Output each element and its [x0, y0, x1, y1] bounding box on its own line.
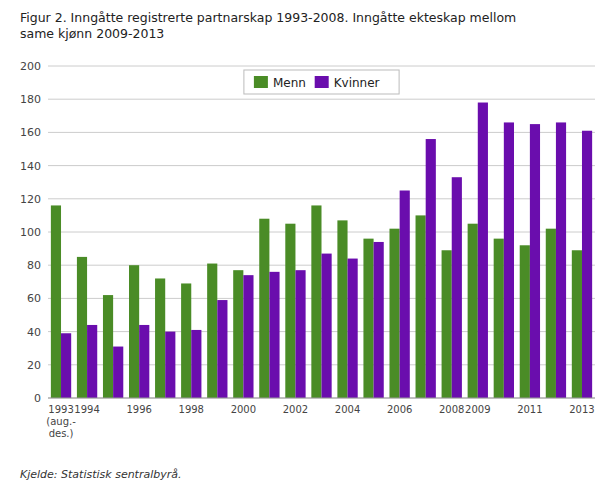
x-tick-label: 2011: [517, 404, 542, 415]
x-tick-label: 2013: [569, 404, 594, 415]
bar: [504, 122, 514, 398]
y-tick-label: 140: [20, 160, 41, 173]
bar: [363, 239, 373, 398]
y-tick-label: 60: [27, 292, 41, 305]
y-tick-label: 20: [27, 359, 41, 372]
x-axis-line: [48, 398, 595, 399]
bar: [61, 333, 71, 398]
chart: Figur 2. Inngåtte registrerte partnarska…: [0, 0, 610, 488]
bar: [374, 242, 384, 398]
bar: [207, 264, 217, 398]
bar: [295, 270, 305, 398]
bar: [259, 219, 269, 398]
legend-box: [244, 70, 399, 94]
bar: [478, 103, 488, 398]
bar: [416, 215, 426, 398]
legend-swatch: [315, 76, 329, 88]
bar: [51, 205, 61, 398]
x-tick-label: 2009: [465, 404, 490, 415]
bar: [556, 122, 566, 398]
x-tick-label: 1996: [126, 404, 151, 415]
x-tick-label: 1994: [74, 404, 99, 415]
legend-swatch: [254, 76, 268, 88]
y-tick-label: 0: [34, 392, 41, 405]
bar: [181, 283, 191, 398]
bar: [243, 275, 253, 398]
bar: [233, 270, 243, 398]
bar: [530, 124, 540, 398]
x-tick-label: 1998: [179, 404, 204, 415]
grid-line: [48, 99, 595, 100]
grid: [48, 66, 595, 398]
bar: [572, 250, 582, 398]
bar: [103, 295, 113, 398]
bar: [400, 191, 410, 399]
bar: [520, 245, 530, 398]
bar: [337, 220, 347, 398]
bar: [165, 332, 175, 398]
x-tick-label: 2008: [439, 404, 464, 415]
bar: [442, 250, 452, 398]
title: Figur 2. Inngåtte registrerte partnarska…: [20, 10, 516, 41]
bar: [452, 177, 462, 398]
bars: [51, 103, 592, 398]
bar: [217, 300, 227, 398]
legend-label: Menn: [273, 76, 306, 90]
bar: [77, 257, 87, 398]
bar: [389, 229, 399, 398]
bar: [129, 265, 139, 398]
grid-line: [48, 66, 595, 67]
y-tick-label: 80: [27, 259, 41, 272]
x-tick-label: 2006: [387, 404, 412, 415]
legend: Menn Kvinner: [244, 70, 399, 94]
bar: [191, 330, 201, 398]
bar: [322, 254, 332, 398]
bar: [426, 139, 436, 398]
x-tick-label: 1993(aug.-des.): [46, 404, 76, 439]
bar: [113, 347, 123, 398]
x-tick-label: 2002: [283, 404, 308, 415]
bar: [494, 239, 504, 398]
bar: [139, 325, 149, 398]
bar: [348, 259, 358, 398]
y-tick-label: 160: [20, 126, 41, 139]
bar: [582, 131, 592, 398]
grid-line: [48, 398, 595, 399]
x-tick-label: 2004: [335, 404, 360, 415]
bar: [546, 229, 556, 398]
bar: [269, 272, 279, 398]
bar: [155, 278, 165, 398]
y-tick-label: 40: [27, 326, 41, 339]
y-tick-label: 180: [20, 93, 41, 106]
bar: [87, 325, 97, 398]
bar: [285, 224, 295, 398]
x-tick-label: 2000: [231, 404, 256, 415]
source-note: Kjelde: Statistisk sentralbyrå.: [20, 468, 182, 481]
y-tick-label: 100: [20, 226, 41, 239]
y-tick-label: 120: [20, 193, 41, 206]
y-tick-label: 200: [20, 60, 41, 73]
legend-label: Kvinner: [334, 76, 380, 90]
bar: [468, 224, 478, 398]
bar: [311, 205, 321, 398]
